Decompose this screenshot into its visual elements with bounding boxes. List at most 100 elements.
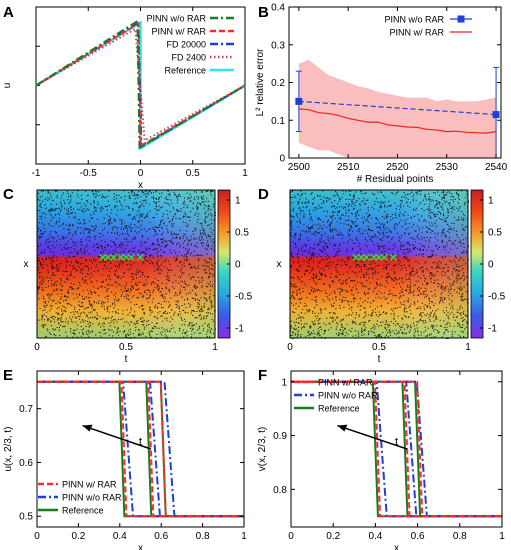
heatmap-shading: [37, 190, 215, 338]
y-tick-label: 0.6: [19, 458, 33, 469]
panel-letter-c: C: [3, 186, 14, 203]
colorbar-tick-label: -1: [235, 324, 244, 335]
added-point-marker: [363, 253, 371, 261]
legend-label: Reference: [318, 404, 360, 414]
series-line: [291, 380, 502, 518]
x-axis-label: # Residual points: [357, 174, 434, 185]
x-tick-label: 0: [288, 531, 294, 542]
x-tick-label: 0.8: [196, 531, 210, 542]
legend-label: PINN w/o RAR: [384, 15, 444, 25]
legend-label: Reference: [62, 506, 104, 516]
legend-label: PINN w/o RAR: [62, 493, 122, 503]
y-tick-label: 1: [281, 377, 287, 388]
x-tick-label: 0: [34, 342, 40, 353]
x-axis-label: x: [138, 180, 143, 191]
x-tick-label: 0: [287, 342, 293, 353]
x-tick-label: 1: [242, 168, 248, 179]
panel-letter-e: E: [3, 367, 13, 384]
panel-letter-b: B: [258, 4, 269, 21]
x-axis-label: t: [378, 354, 381, 365]
added-point-marker: [389, 253, 397, 261]
x-tick-label: 0.4: [368, 531, 382, 542]
added-point-marker: [357, 253, 365, 261]
x-tick-label: 1: [499, 531, 505, 542]
x-tick-label: 2530: [436, 162, 459, 173]
x-tick-label: 1: [465, 342, 471, 353]
added-point-marker: [110, 253, 118, 261]
x-tick-label: 2510: [337, 162, 360, 173]
series-line: [37, 380, 244, 518]
x-axis-label: t: [125, 354, 128, 365]
arrow-head: [337, 424, 348, 432]
plot-frame: [36, 370, 245, 528]
panel-e: E 0 0.2 0.4 0.6 0.8 1 0.5 0.6 0.7 x u(x, 2/3, t) t PI…: [3, 367, 247, 550]
data-marker: [492, 111, 500, 119]
arrow-label: t: [139, 436, 142, 448]
x-tick-label: 1: [212, 342, 218, 353]
added-point-marker: [136, 253, 144, 261]
time-arrow: [337, 424, 408, 450]
panel-a: A -1 -0.5 0 0.5 1 x u PINN w/o RAR PINN w/ RAR FD …: [2, 4, 248, 191]
series-line: [291, 380, 502, 518]
panel-letter-a: A: [3, 4, 14, 21]
added-point-marker: [99, 253, 107, 261]
series-line: [298, 108, 497, 134]
colorbar-tick-label: 1: [235, 196, 241, 207]
y-axis-label: x: [277, 259, 282, 270]
y-axis-label: u: [2, 83, 13, 89]
series-line: [291, 380, 502, 518]
legend-label: PINN w/ RAR: [318, 378, 373, 388]
panel-c: C 0 0.5 1 t x 1 0.5 0 -0.5 -1: [3, 186, 253, 365]
y-tick-label: 0.8: [273, 485, 287, 496]
x-tick-label: 0: [34, 531, 40, 542]
panel-d: D 0 0.5 1 t x 1 0.5 0 -0.5 -1: [258, 186, 506, 365]
added-point-marker: [127, 253, 135, 261]
x-tick-label: 0.5: [186, 168, 200, 179]
series-line: [298, 100, 497, 116]
series-line: [291, 380, 502, 518]
x-tick-label: 2500: [288, 162, 311, 173]
plot-frame: [290, 370, 503, 528]
y-axis-label: x: [24, 259, 29, 270]
x-tick-label: 0.2: [71, 531, 85, 542]
x-axis-label: x: [138, 543, 143, 550]
colorbar-tick-label: 0.5: [488, 228, 502, 239]
series-line: [291, 380, 502, 518]
colorbar-tick-label: 0: [235, 260, 241, 271]
x-tick-label: 0.6: [154, 531, 168, 542]
y-tick-label: 0.4: [271, 3, 285, 14]
x-tick-label: -0.5: [80, 168, 98, 179]
colorbar-tick-label: 1: [488, 196, 494, 207]
added-point-marker: [122, 253, 130, 261]
added-point-marker: [117, 253, 125, 261]
y-tick-label: 0.2: [271, 78, 285, 89]
legend-marker: [457, 15, 465, 23]
y-axis-label: L² relative error: [255, 48, 266, 116]
y-axis-label: v(x, 2/3, t): [257, 427, 268, 471]
added-point-marker: [380, 253, 388, 261]
legend-label: PINN w/ RAR: [151, 27, 206, 37]
panel-f: F 0 0.2 0.4 0.6 0.8 1 0.8 0.9 1 x v(x, 2/3, t) t PINN…: [257, 367, 505, 550]
heatmap-shading: [290, 190, 468, 338]
x-tick-label: 0.5: [119, 342, 133, 353]
x-tick-label: 0.6: [411, 531, 425, 542]
colorbar-tick-label: 0: [488, 260, 494, 271]
added-point-marker: [370, 253, 378, 261]
panel-b: B 2500 2510 2520 2530 2540 0 0.1 0.2 0.3 0.4 # Resi…: [255, 3, 508, 186]
legend-label: PINN w/o RAR: [146, 14, 206, 24]
legend-label: PINN w/ RAR: [389, 28, 444, 38]
y-tick-label: 0.9: [273, 431, 287, 442]
x-tick-label: 0.5: [372, 342, 386, 353]
series-line: [291, 380, 502, 518]
x-tick-label: 0.8: [453, 531, 467, 542]
error-band: [298, 59, 497, 158]
x-tick-label: 0.4: [113, 531, 127, 542]
x-tick-label: -1: [32, 168, 41, 179]
colorbar-tick-label: -0.5: [488, 292, 506, 303]
legend-label: PINN w/o RAR: [318, 391, 378, 401]
y-tick-label: 0: [279, 154, 285, 165]
colorbar-tick-label: -0.5: [235, 292, 253, 303]
series-line: [291, 380, 502, 518]
x-tick-label: 2520: [386, 162, 409, 173]
